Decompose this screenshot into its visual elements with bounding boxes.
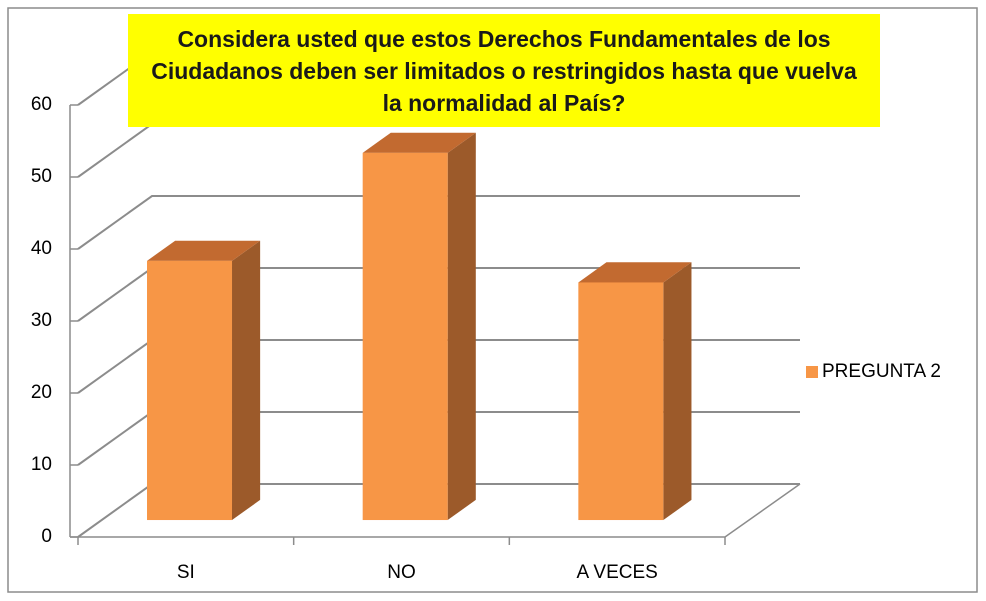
- chart-title: Considera usted que estos Derechos Funda…: [128, 14, 880, 127]
- y-tick-label: 30: [31, 310, 52, 331]
- x-tick-label: SI: [177, 562, 195, 583]
- y-tick-label: 60: [31, 94, 52, 115]
- y-tick-label: 0: [41, 526, 52, 547]
- y-tick-label: 40: [31, 238, 52, 259]
- bar-top: [362, 132, 476, 153]
- bar-side: [663, 262, 692, 521]
- bar-top: [147, 240, 261, 261]
- bar-top: [578, 262, 692, 283]
- legend-swatch: [806, 366, 818, 378]
- y-tick-label: 20: [31, 382, 52, 403]
- x-tick-label: A VECES: [577, 562, 658, 583]
- grid-line: [77, 195, 800, 250]
- bar: [147, 260, 233, 521]
- bar-side: [232, 240, 261, 521]
- bar: [362, 152, 448, 521]
- legend-label: PREGUNTA 2: [822, 361, 941, 382]
- bar: [578, 282, 664, 521]
- bar-side: [447, 132, 476, 521]
- x-tick-label: NO: [387, 562, 416, 583]
- y-tick-label: 10: [31, 454, 52, 475]
- y-tick-label: 50: [31, 166, 52, 187]
